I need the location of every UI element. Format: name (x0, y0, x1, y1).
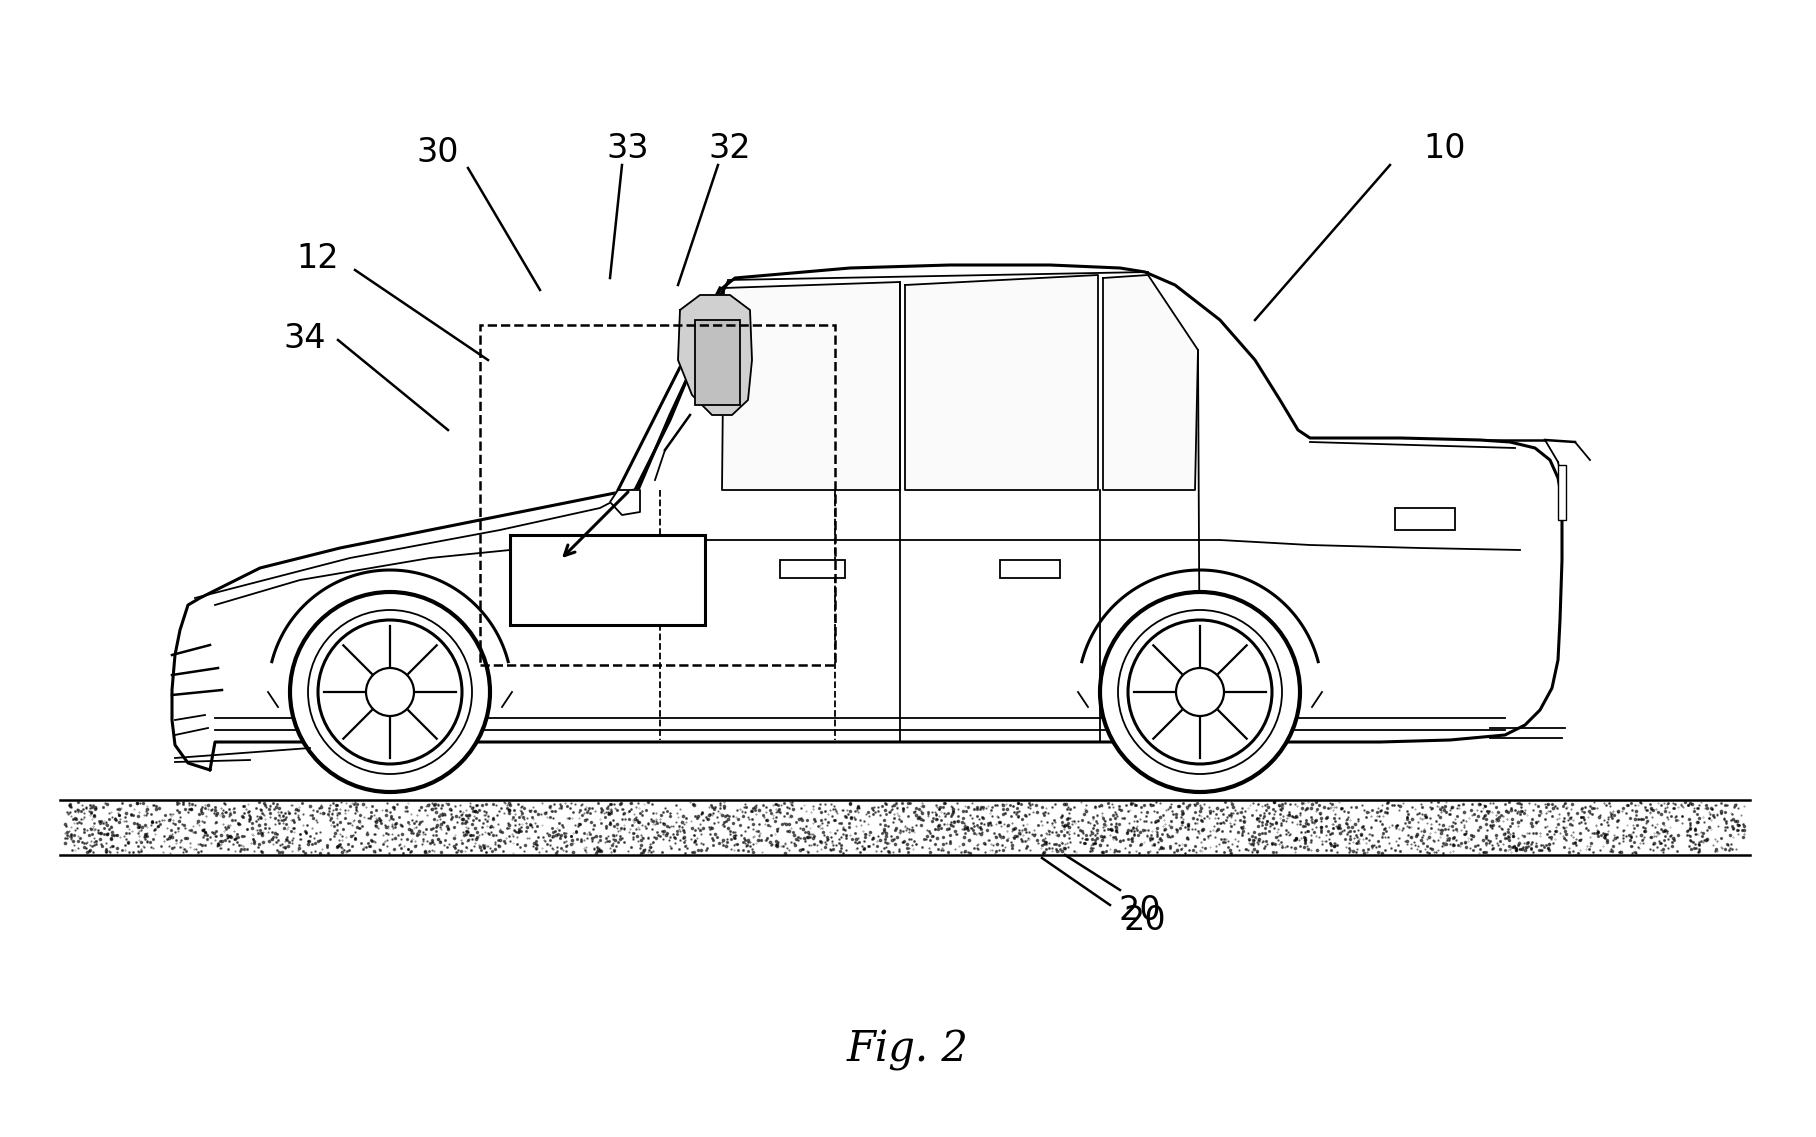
Circle shape (1177, 669, 1224, 716)
Bar (479, 325, 835, 665)
Text: 32: 32 (708, 132, 752, 165)
Bar (781, 561, 844, 578)
Bar (1001, 561, 1061, 578)
Bar (1395, 508, 1455, 530)
Polygon shape (1102, 275, 1199, 490)
Bar (696, 319, 739, 405)
Text: 33: 33 (607, 132, 650, 165)
Polygon shape (904, 275, 1099, 490)
Polygon shape (677, 294, 752, 415)
Text: Fig. 2: Fig. 2 (846, 1029, 970, 1071)
Circle shape (367, 669, 414, 716)
Text: 20: 20 (1124, 904, 1166, 937)
Bar (1558, 465, 1565, 520)
Polygon shape (723, 282, 901, 490)
Bar (510, 536, 705, 625)
Circle shape (318, 620, 461, 764)
Polygon shape (173, 265, 1562, 770)
Circle shape (291, 592, 490, 792)
Circle shape (1100, 592, 1300, 792)
Text: 20: 20 (1119, 894, 1160, 927)
Text: 12: 12 (296, 241, 340, 274)
Circle shape (1128, 620, 1271, 764)
Polygon shape (610, 490, 639, 515)
Text: 10: 10 (1424, 132, 1466, 165)
Text: 34: 34 (283, 322, 327, 355)
Text: 30: 30 (416, 135, 459, 168)
